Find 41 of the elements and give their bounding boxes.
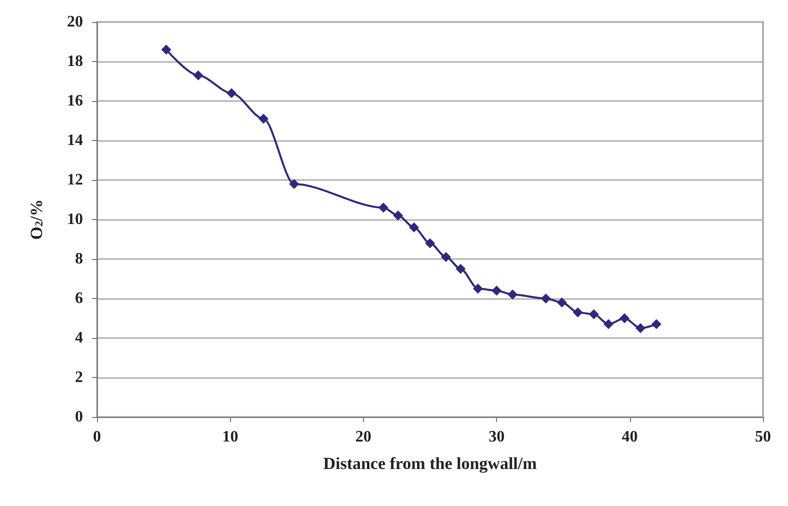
point — [540, 294, 551, 304]
y-axis-title: O2/% — [27, 199, 46, 240]
point — [651, 319, 662, 330]
point — [440, 252, 451, 262]
point — [161, 44, 172, 55]
x-tick-label: 0 — [93, 428, 101, 446]
y-tick-label: 20 — [67, 14, 83, 30]
y-tick-label: 4 — [75, 330, 83, 346]
x-tick-label: 20 — [355, 428, 372, 446]
point — [492, 286, 502, 296]
x-axis-title: Distance from the longwall/m — [323, 454, 537, 473]
y-tick-label: 14 — [67, 132, 83, 149]
x-tick-label: 10 — [222, 428, 238, 446]
point — [378, 202, 388, 213]
y-tick-label: 0 — [75, 408, 83, 426]
point — [508, 290, 518, 300]
y-tick-label: 12 — [67, 172, 83, 188]
y-tick-label: 6 — [75, 290, 83, 307]
point — [456, 264, 466, 274]
point — [193, 70, 204, 80]
y-tick-label: 8 — [75, 250, 83, 268]
y-tick-label: 10 — [67, 211, 83, 228]
point — [472, 284, 483, 294]
y-tick-label: 2 — [75, 369, 83, 386]
x-tick-label: 30 — [488, 428, 505, 446]
x-tick-label: 40 — [622, 428, 638, 446]
point — [393, 210, 404, 221]
point — [556, 297, 567, 308]
point — [635, 323, 646, 334]
point — [258, 114, 268, 124]
point — [289, 178, 300, 189]
point — [572, 307, 583, 318]
point — [588, 309, 599, 320]
y-tick-label: 16 — [67, 92, 83, 110]
point — [603, 319, 614, 330]
point — [425, 238, 435, 248]
point — [409, 222, 420, 232]
point — [226, 88, 237, 98]
y-tick-label: 18 — [67, 53, 83, 70]
x-tick-label: 50 — [755, 428, 771, 446]
point — [619, 313, 630, 324]
